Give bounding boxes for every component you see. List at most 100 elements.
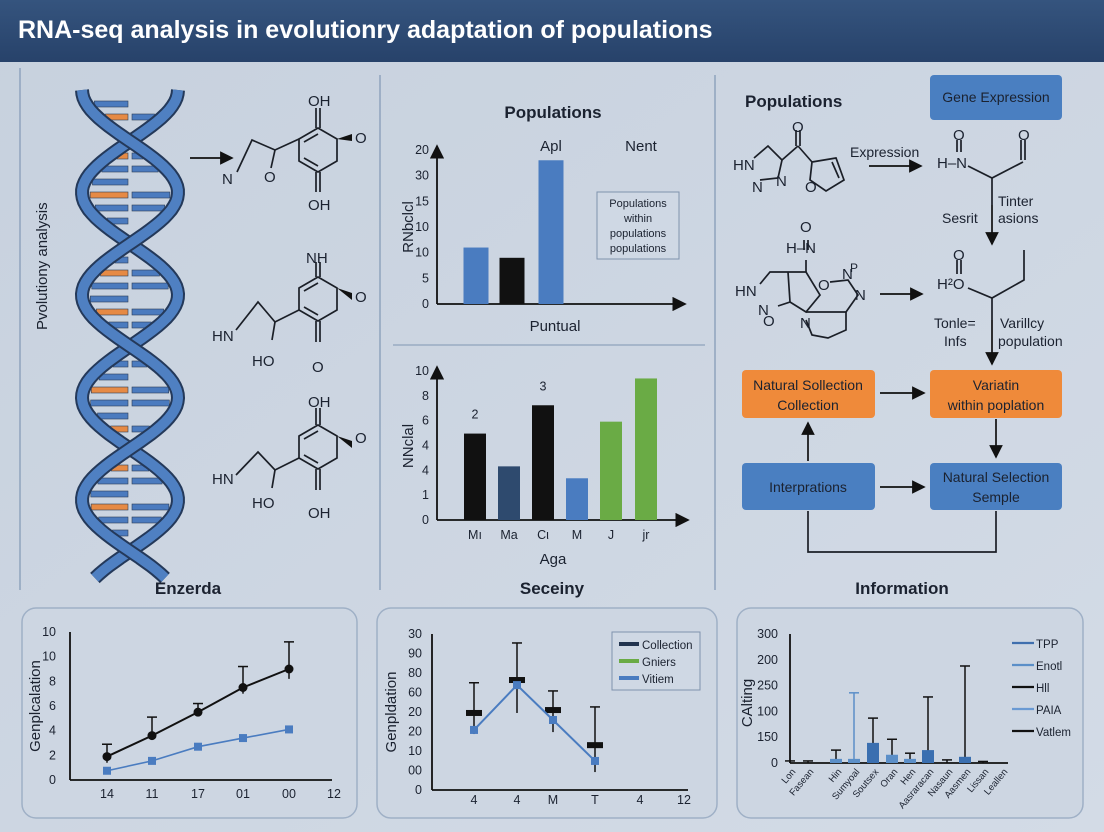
atom-label: N <box>776 173 787 190</box>
y-tick-label: 6 <box>422 414 429 428</box>
x-tick-label: 11 <box>146 787 159 801</box>
base-pair <box>131 386 170 394</box>
natural-selection-box: Natural Selection Semple <box>930 463 1062 510</box>
data-point <box>284 664 294 674</box>
flow-label: Infs <box>944 333 967 349</box>
vertical-axis-label: Pvolutiony analysis <box>34 202 51 330</box>
atom-label: HN <box>212 328 234 345</box>
bar <box>600 421 622 520</box>
flow-label: Sesrit <box>942 210 978 226</box>
y-tick-label: 10 <box>42 650 56 664</box>
legend-text: Hll <box>1036 683 1049 695</box>
x-tick-label: 17 <box>191 787 205 801</box>
base-pair <box>89 191 129 199</box>
bar <box>566 478 588 520</box>
bar <box>463 247 489 304</box>
y-axis-label: Genpldation <box>383 672 400 753</box>
box-label: Natural Selection <box>943 469 1050 485</box>
base-pair <box>95 204 129 212</box>
y-tick-label: 90 <box>408 647 422 661</box>
data-label: 2 <box>472 408 479 422</box>
data-point <box>513 681 521 690</box>
y-tick-label: 10 <box>415 364 429 378</box>
y-tick-label: 00 <box>408 764 422 778</box>
variatin-box: Variatin within poplation <box>930 370 1062 418</box>
y-tick-label: 0 <box>415 783 422 797</box>
atom-label: O <box>818 277 830 294</box>
y-tick-label: 10 <box>42 625 56 639</box>
x-tick-label: T <box>591 793 599 807</box>
atom-label: P <box>850 261 858 275</box>
x-tick-label: 12 <box>677 793 691 807</box>
bar <box>499 257 525 304</box>
atom-label: N <box>800 315 811 332</box>
flow-label: asions <box>998 210 1038 226</box>
data-point <box>193 707 203 717</box>
base-pair <box>90 386 129 394</box>
atom-label: O <box>805 179 817 196</box>
data-point <box>103 766 111 775</box>
data-point <box>239 734 247 743</box>
base-pair <box>131 399 170 407</box>
page-title: RNA-seq analysis in evolutionry adaptati… <box>18 16 713 44</box>
base-pair <box>98 516 129 524</box>
x-tick-label: Cι <box>537 528 549 542</box>
atom-label: O <box>355 430 367 447</box>
chart-panel <box>21 607 358 819</box>
y-tick-label: 60 <box>408 686 422 700</box>
legend-swatch <box>619 659 639 663</box>
base-pair <box>94 100 129 108</box>
y-tick-label: 6 <box>49 699 56 713</box>
x-axis-label: Aga <box>540 551 567 568</box>
atom-label: N <box>222 171 233 188</box>
y-tick-label: 8 <box>49 674 56 688</box>
legend-text: Collection <box>642 640 693 652</box>
legend-text: populations <box>610 243 667 255</box>
data-point <box>470 725 478 734</box>
feedback-connector <box>807 511 997 553</box>
y-tick-label: 20 <box>408 725 422 739</box>
x-tick-label: 14 <box>100 787 114 801</box>
gene-expression-box: Gene Expression <box>930 75 1062 120</box>
bar <box>922 750 934 763</box>
y-tick-label: 250 <box>757 679 778 693</box>
y-axis-label: RNbclcl <box>400 201 417 253</box>
atom-label: O <box>355 289 367 306</box>
base-pair <box>90 490 129 498</box>
atom-label: HN <box>733 157 755 174</box>
section-title: Seceiny <box>520 579 585 598</box>
atom-label: OH <box>308 93 331 110</box>
bar <box>959 756 971 763</box>
y-tick-label: 200 <box>757 653 778 667</box>
y-tick-label: 4 <box>422 463 429 477</box>
base-pair <box>90 503 129 511</box>
base-pair <box>131 282 169 290</box>
x-tick-label: 4 <box>514 793 521 807</box>
y-tick-label: 80 <box>408 666 422 680</box>
y-axis-label: CAlting <box>739 679 756 727</box>
atom-label: OH <box>308 394 331 411</box>
x-axis-label: Puntual <box>530 318 581 335</box>
atom-label: OH <box>308 505 331 522</box>
chart-title: Populations <box>504 103 601 122</box>
base-pair <box>97 412 129 420</box>
atom-label: HN <box>735 283 757 300</box>
bar <box>635 378 657 520</box>
box-label: Gene Expression <box>942 89 1049 105</box>
bar <box>538 160 564 304</box>
box-label: Interprations <box>769 479 847 495</box>
y-tick-label: 30 <box>408 627 422 641</box>
box-label: Natural Sollection <box>753 377 863 393</box>
x-tick-label: J <box>608 528 614 542</box>
base-pair <box>91 282 129 290</box>
base-pair <box>90 399 129 407</box>
base-pair <box>131 308 164 316</box>
flow-label: Tinter <box>998 193 1034 209</box>
y-tick-label: 2 <box>49 748 56 762</box>
data-point <box>466 709 482 716</box>
y-tick-label: 0 <box>422 297 429 311</box>
legend-text: Vatlem <box>1036 727 1071 739</box>
y-tick-label: 10 <box>408 744 422 758</box>
y-tick-label: 4 <box>422 439 429 453</box>
